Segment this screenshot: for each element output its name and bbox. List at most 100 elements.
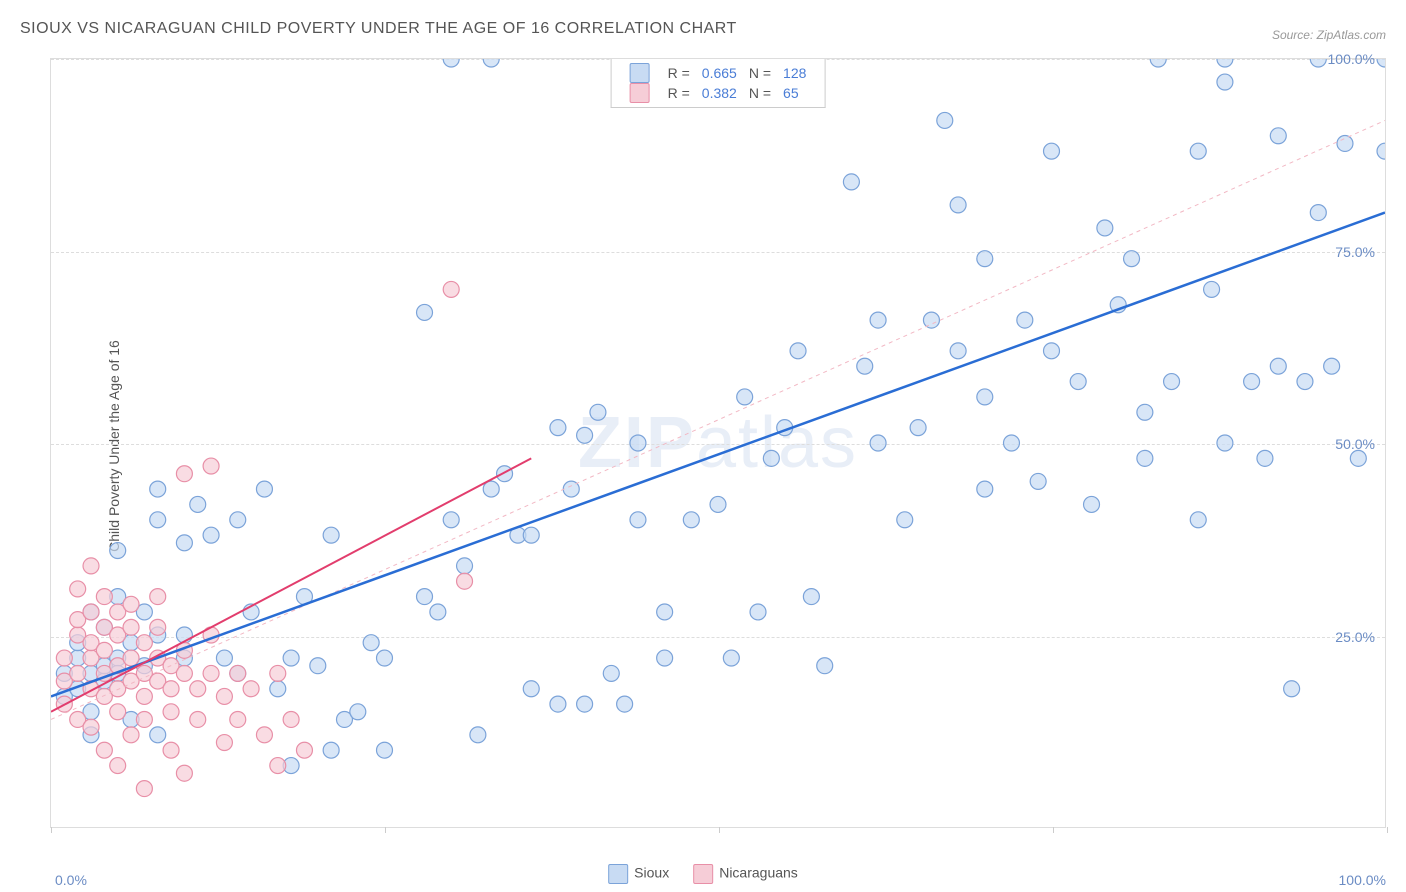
source-credit: Source: ZipAtlas.com [1272, 28, 1386, 42]
data-point [230, 712, 246, 728]
data-point [843, 174, 859, 190]
data-point [1084, 496, 1100, 512]
data-point [323, 527, 339, 543]
data-point [363, 635, 379, 651]
data-point [1044, 343, 1060, 359]
data-point [150, 727, 166, 743]
data-point [176, 535, 192, 551]
data-point [310, 658, 326, 674]
data-point [1217, 74, 1233, 90]
data-point [270, 681, 286, 697]
data-point [96, 642, 112, 658]
data-point [857, 358, 873, 374]
source-name: ZipAtlas.com [1317, 28, 1386, 42]
data-point [216, 688, 232, 704]
data-point [83, 719, 99, 735]
scatter-svg [51, 59, 1385, 827]
data-point [203, 527, 219, 543]
data-point [1150, 59, 1166, 67]
data-point [110, 758, 126, 774]
data-point [977, 251, 993, 267]
data-point [1377, 59, 1385, 67]
data-point [803, 589, 819, 605]
data-point [950, 343, 966, 359]
data-point [483, 59, 499, 67]
data-point [123, 596, 139, 612]
data-point [136, 688, 152, 704]
data-point [203, 665, 219, 681]
data-point [163, 742, 179, 758]
data-point [270, 758, 286, 774]
data-point [216, 735, 232, 751]
legend-stat-cell: N = [743, 83, 777, 103]
data-point [937, 112, 953, 128]
data-point [176, 466, 192, 482]
data-point [923, 312, 939, 328]
data-point [630, 512, 646, 528]
data-point [1377, 143, 1385, 159]
data-point [977, 481, 993, 497]
data-point [123, 619, 139, 635]
data-point [950, 197, 966, 213]
legend-stat-cell: 128 [777, 63, 812, 83]
data-point [70, 581, 86, 597]
data-point [710, 496, 726, 512]
data-point [150, 512, 166, 528]
data-point [323, 742, 339, 758]
data-point [417, 589, 433, 605]
data-point [150, 589, 166, 605]
data-point [603, 665, 619, 681]
data-point [737, 389, 753, 405]
data-point [430, 604, 446, 620]
data-point [790, 343, 806, 359]
data-point [83, 558, 99, 574]
data-point [550, 420, 566, 436]
data-point [70, 665, 86, 681]
data-point [1097, 220, 1113, 236]
legend-stat-cell: 0.382 [696, 83, 743, 103]
x-tick-mark [385, 827, 386, 833]
data-point [176, 765, 192, 781]
data-point [817, 658, 833, 674]
data-point [577, 696, 593, 712]
data-point [136, 635, 152, 651]
x-tick-mark [719, 827, 720, 833]
legend-label: Nicaraguans [719, 865, 798, 881]
data-point [123, 650, 139, 666]
data-point [657, 650, 673, 666]
legend-stat-row: R =0.382N =65 [624, 83, 813, 103]
data-point [1190, 512, 1206, 528]
data-point [1297, 374, 1313, 390]
data-point [1217, 435, 1233, 451]
data-point [1257, 450, 1273, 466]
data-point [96, 589, 112, 605]
data-point [243, 681, 259, 697]
chart-title: SIOUX VS NICARAGUAN CHILD POVERTY UNDER … [20, 20, 737, 38]
data-point [870, 312, 886, 328]
data-point [283, 712, 299, 728]
data-point [256, 727, 272, 743]
legend-stats-table: R =0.665N =128R =0.382N =65 [624, 63, 813, 103]
data-point [750, 604, 766, 620]
data-point [230, 665, 246, 681]
data-point [1137, 404, 1153, 420]
legend-stat-cell: R = [662, 63, 696, 83]
data-point [577, 427, 593, 443]
legend-stats: R =0.665N =128R =0.382N =65 [611, 59, 826, 108]
regression-line [51, 213, 1385, 697]
data-point [377, 742, 393, 758]
data-point [96, 742, 112, 758]
data-point [56, 650, 72, 666]
data-point [723, 650, 739, 666]
data-point [617, 696, 633, 712]
data-point [910, 420, 926, 436]
data-point [763, 450, 779, 466]
data-point [417, 304, 433, 320]
data-point [110, 543, 126, 559]
data-point [1070, 374, 1086, 390]
data-point [350, 704, 366, 720]
data-point [1124, 251, 1140, 267]
data-point [1270, 128, 1286, 144]
data-point [1190, 143, 1206, 159]
data-point [457, 558, 473, 574]
